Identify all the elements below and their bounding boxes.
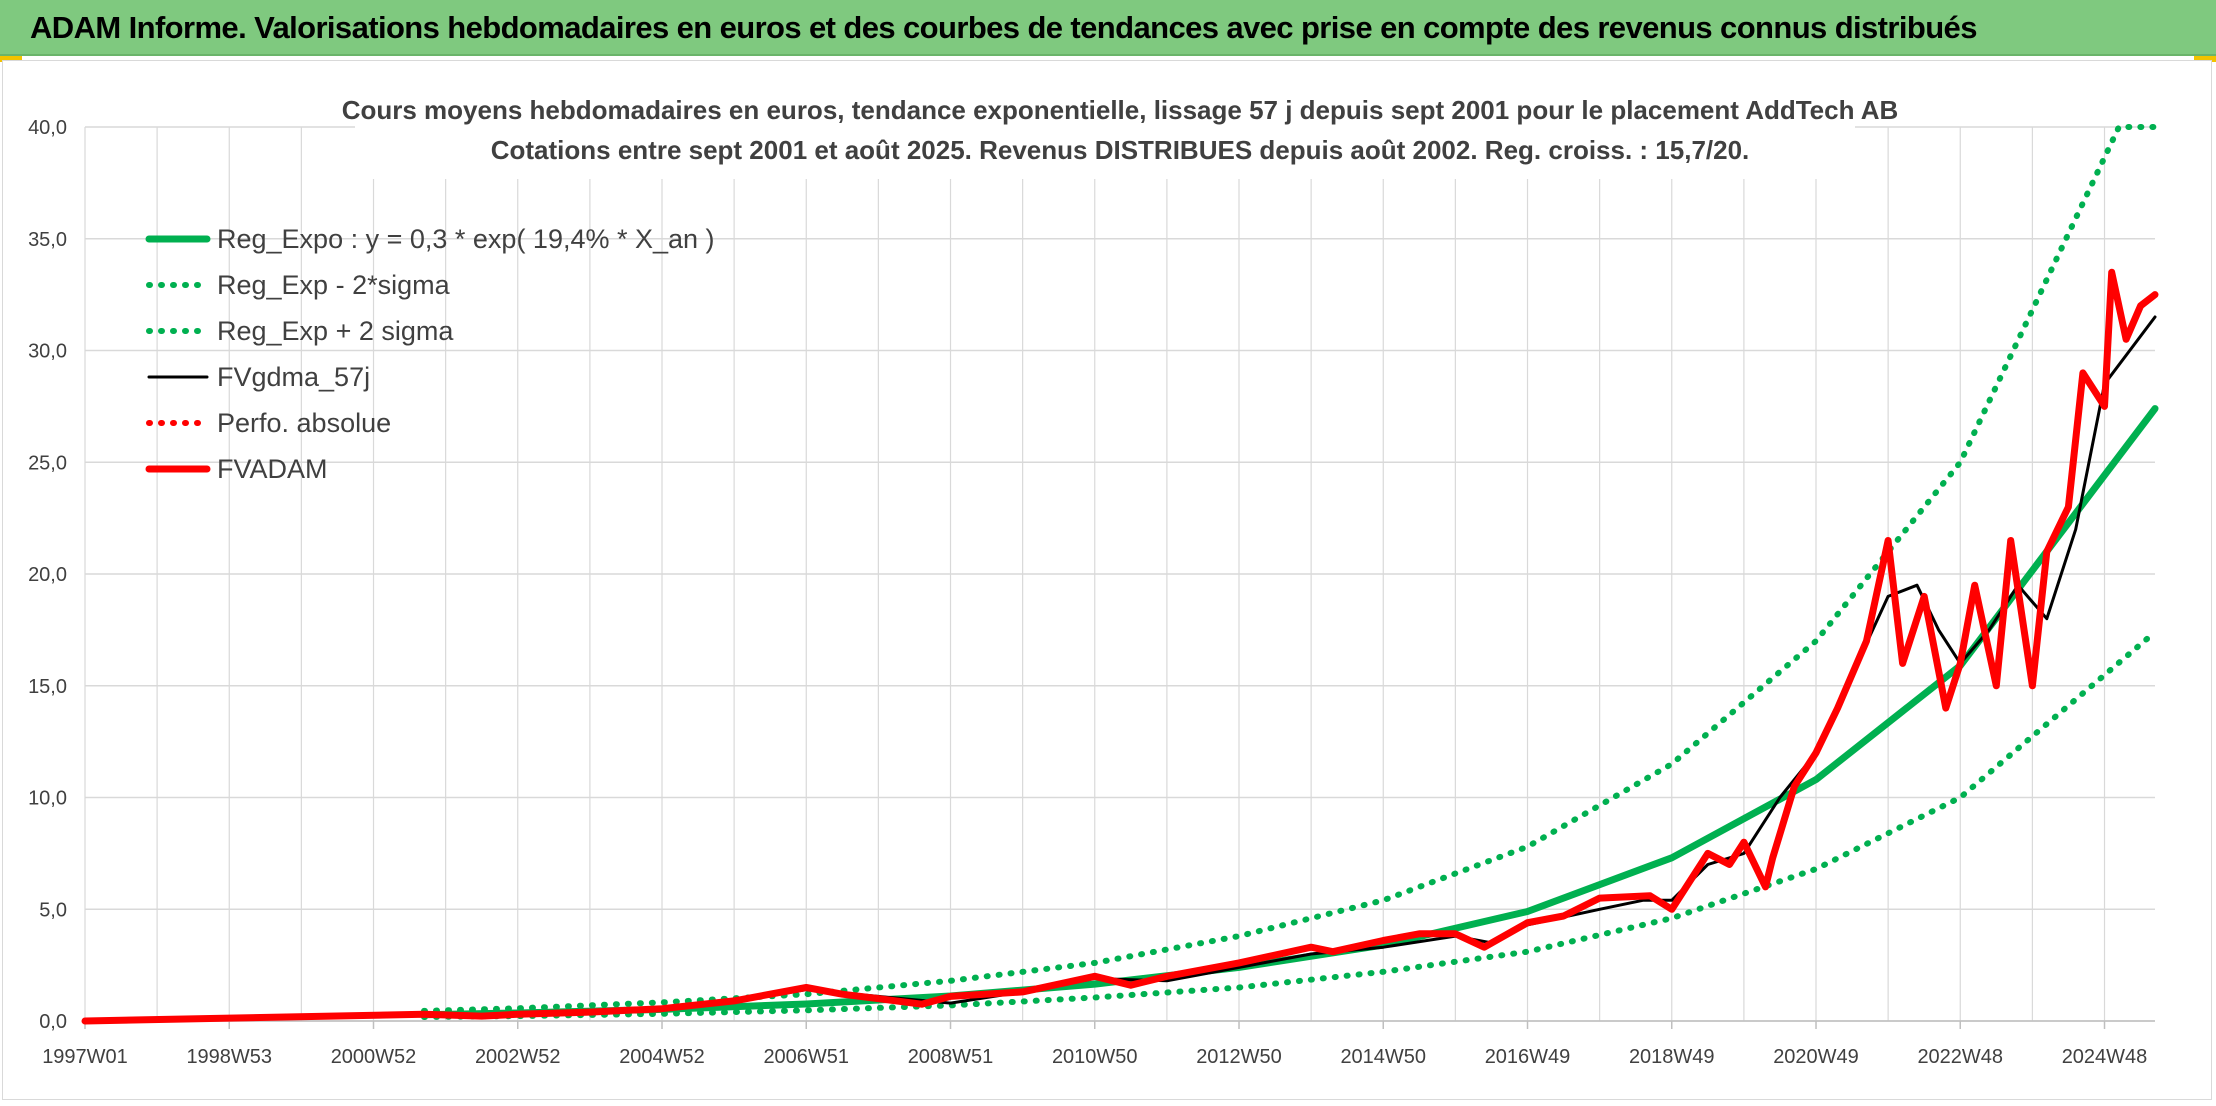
y-tick-label: 0,0 xyxy=(39,1011,67,1033)
x-tick-label: 2004W52 xyxy=(619,1046,705,1068)
legend-label: Perfo. absolue xyxy=(217,408,391,438)
y-tick-label: 15,0 xyxy=(28,676,67,698)
x-tick-label: 1997W01 xyxy=(42,1046,128,1068)
x-tick-label: 2014W50 xyxy=(1340,1046,1426,1068)
legend-label: Reg_Exp - 2*sigma xyxy=(217,270,451,300)
y-tick-label: 10,0 xyxy=(28,788,67,810)
series-line-1 xyxy=(421,629,2158,1020)
chart-title-line: Cours moyens hebdomadaires en euros, ten… xyxy=(342,95,1899,125)
report-title: ADAM Informe. Valorisations hebdomadaire… xyxy=(30,10,1977,45)
y-tick-label: 40,0 xyxy=(28,117,67,139)
corner-marker-left xyxy=(0,56,22,62)
legend-label: FVADAM xyxy=(217,454,328,484)
x-tick-label: 2022W48 xyxy=(1917,1046,2003,1068)
x-tick-label: 2010W50 xyxy=(1052,1046,1138,1068)
x-tick-label: 2000W52 xyxy=(331,1046,417,1068)
y-tick-label: 35,0 xyxy=(28,229,67,251)
series-line-3 xyxy=(83,315,2157,1023)
x-tick-label: 2018W49 xyxy=(1629,1046,1715,1068)
x-tick-label: 2012W50 xyxy=(1196,1046,1282,1068)
y-tick-label: 30,0 xyxy=(28,341,67,363)
trend-chart: 0,0 5,0 10,0 15,0 20,0 25,0 30,0 35,0 40,0 1997W0… xyxy=(28,81,2159,1068)
y-tick-label: 5,0 xyxy=(39,899,67,921)
x-tick-label: 2002W52 xyxy=(475,1046,561,1068)
y-tick-label: 25,0 xyxy=(28,452,67,474)
series-line-5 xyxy=(81,268,2159,1025)
x-tick-label: 2006W51 xyxy=(763,1046,849,1068)
legend-label: Reg_Expo : y = 0,3 * exp( 19,4% * X_an ) xyxy=(217,224,715,254)
y-tick-label: 20,0 xyxy=(28,564,67,586)
series-line-0 xyxy=(420,405,2159,1019)
corner-marker-right xyxy=(2194,56,2216,62)
legend-label: Reg_Exp + 2 sigma xyxy=(217,316,454,346)
legend-label: FVgdma_57j xyxy=(217,362,370,392)
chart-title-line: Cotations entre sept 2001 et août 2025. … xyxy=(491,135,1750,165)
x-tick-label: 2008W51 xyxy=(908,1046,994,1068)
x-tick-label: 2016W49 xyxy=(1485,1046,1571,1068)
report-header: ADAM Informe. Valorisations hebdomadaire… xyxy=(0,0,2216,56)
chart-area: 0,0 5,0 10,0 15,0 20,0 25,0 30,0 35,0 40,0 1997W0… xyxy=(2,60,2212,1100)
series-line-2 xyxy=(421,124,2158,1014)
x-tick-label: 2020W49 xyxy=(1773,1046,1859,1068)
x-tick-label: 1998W53 xyxy=(186,1046,272,1068)
x-tick-label: 2024W48 xyxy=(2062,1046,2148,1068)
chart-title-background xyxy=(355,81,1855,179)
